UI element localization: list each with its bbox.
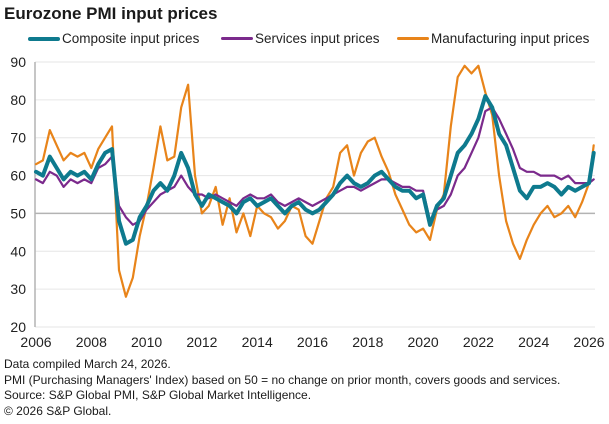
- y-tick-label-30: 30: [10, 281, 26, 297]
- x-tick-label-2020: 2020: [408, 334, 439, 350]
- chart-legend: Composite input prices Services input pr…: [0, 31, 609, 49]
- y-tick-label-20: 20: [10, 319, 26, 335]
- y-tick-label-90: 90: [10, 54, 26, 70]
- x-tick-label-2026: 2026: [573, 334, 604, 350]
- x-tick-label-2018: 2018: [352, 334, 383, 350]
- chart-title: Eurozone PMI input prices: [4, 4, 218, 23]
- legend-label-services: Services input prices: [255, 31, 380, 46]
- legend-swatch-manufacturing: [397, 37, 429, 40]
- series-line-services: [34, 106, 595, 226]
- x-tick-label-2008: 2008: [76, 334, 107, 350]
- x-tick-label-2016: 2016: [297, 334, 328, 350]
- series-lines: [34, 64, 596, 298]
- x-tick-label-2010: 2010: [131, 334, 162, 350]
- y-tick-label-60: 60: [10, 168, 26, 184]
- legend-item-services: Services input prices: [221, 31, 380, 46]
- x-axis-ticks: 2006 2008 2010 2012 2014 2016 2018 2020 2022 2024…: [20, 334, 604, 350]
- x-tick-label-2014: 2014: [242, 334, 273, 350]
- footer-data-compiled: Data compiled March 24, 2026.: [4, 357, 171, 371]
- series-line-manufacturing: [34, 64, 595, 298]
- legend-label-manufacturing: Manufacturing input prices: [431, 31, 590, 46]
- y-tick-label-80: 80: [10, 92, 26, 108]
- legend-label-composite: Composite input prices: [62, 31, 200, 46]
- gridlines: [35, 61, 595, 328]
- series-line-composite: [34, 94, 596, 246]
- footer-pmi-note: PMI (Purchasing Managers' Index) based o…: [4, 372, 561, 387]
- legend-item-composite: Composite input prices: [28, 31, 199, 46]
- legend-swatch-composite: [28, 36, 60, 41]
- legend-swatch-services: [221, 37, 253, 40]
- x-tick-label-2024: 2024: [518, 334, 549, 350]
- y-tick-label-70: 70: [10, 130, 26, 146]
- y-tick-label-40: 40: [10, 243, 26, 259]
- chart-footer: Data compiled March 24, 2026. PMI (Purch…: [4, 357, 560, 419]
- legend-item-manufacturing: Manufacturing input prices: [397, 31, 589, 46]
- y-tick-label-50: 50: [10, 205, 26, 221]
- x-tick-label-2006: 2006: [20, 334, 51, 350]
- x-tick-label-2012: 2012: [186, 334, 217, 350]
- y-axis-ticks: 20 30 40 50 60 70 80 90: [10, 54, 26, 335]
- footer-copyright: © 2026 S&P Global.: [4, 403, 112, 418]
- x-tick-label-2022: 2022: [463, 334, 494, 350]
- footer-source: Source: S&P Global PMI, S&P Global Marke…: [4, 388, 312, 402]
